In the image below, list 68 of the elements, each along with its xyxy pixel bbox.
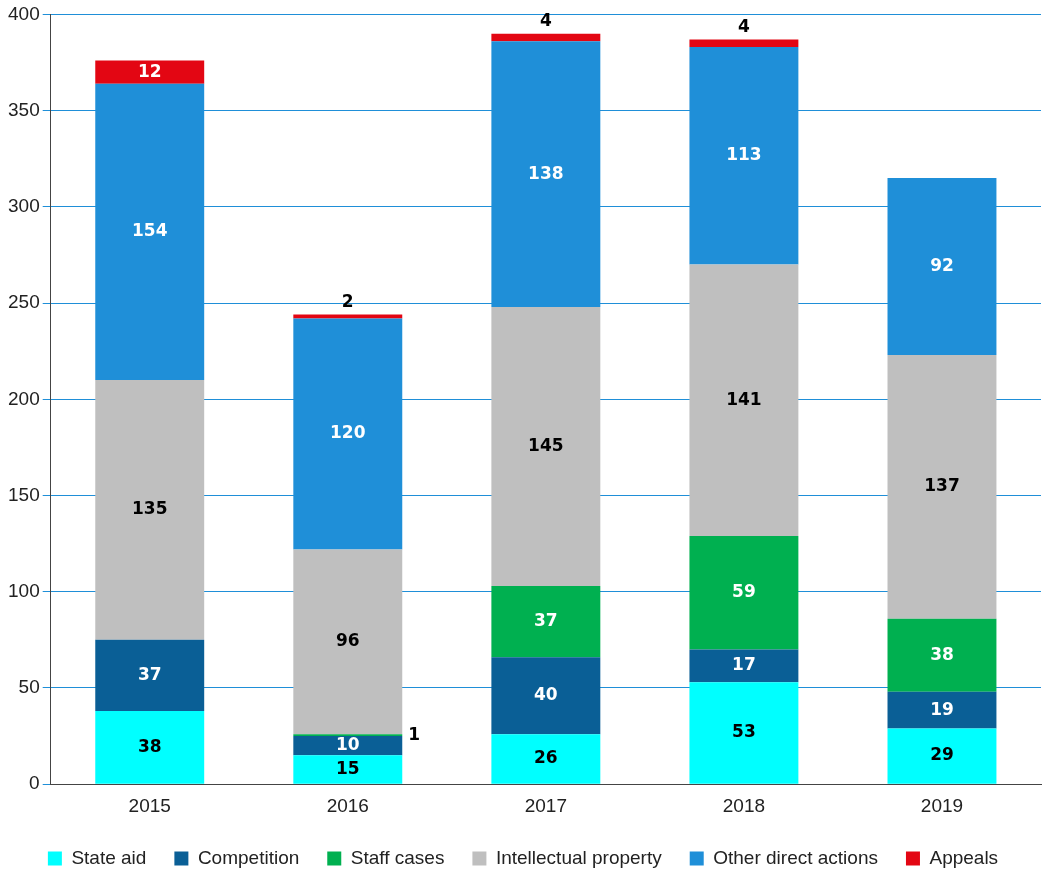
x-tick-label: 2018: [722, 794, 766, 816]
y-tick-label: 100: [8, 579, 40, 601]
bar: [689, 39, 799, 48]
data-label: 59: [732, 581, 756, 602]
data-label: 1: [408, 723, 421, 744]
y-tick-label: 50: [18, 676, 40, 698]
bar: [491, 585, 601, 658]
data-label: 17: [732, 654, 756, 675]
bar: [887, 618, 997, 692]
y-tick-label: 150: [8, 483, 40, 505]
y-tick-label: 250: [8, 291, 40, 313]
data-label: 26: [534, 747, 558, 768]
legend-label: Staff cases: [350, 846, 445, 868]
data-label: 37: [534, 610, 558, 630]
x-tick-label: 2017: [524, 794, 567, 816]
y-tick-label: 200: [8, 387, 40, 409]
bar: [95, 711, 205, 784]
data-label: 145: [528, 434, 564, 455]
bar: [887, 355, 997, 619]
data-label: 92: [930, 254, 954, 275]
data-label: 12: [137, 60, 162, 81]
data-label: 113: [726, 144, 762, 165]
bar: [887, 728, 997, 784]
bar: [95, 639, 205, 712]
data-label: 4: [539, 10, 552, 31]
data-label: 96: [335, 630, 360, 651]
y-tick-label: 350: [8, 98, 40, 120]
bar: [491, 657, 601, 735]
data-label: 40: [534, 684, 558, 705]
data-label: 38: [930, 643, 954, 664]
bar: [689, 649, 799, 683]
bar: [689, 682, 799, 784]
bar: [293, 736, 403, 756]
bar: [689, 264, 799, 536]
data-label: 37: [137, 663, 162, 684]
y-tick-label: 0: [29, 772, 40, 794]
bar: [293, 755, 403, 784]
data-label: 15: [335, 757, 360, 778]
data-label: 137: [924, 475, 960, 496]
bar: [491, 306, 601, 586]
data-label: 10: [335, 734, 360, 755]
data-label: 120: [330, 422, 366, 443]
x-tick-label: 2019: [920, 794, 964, 816]
x-tick-label: 2015: [128, 794, 171, 816]
bar: [689, 535, 799, 650]
bar: [95, 60, 205, 84]
data-label: 29: [930, 744, 954, 765]
y-tick-label: 400: [8, 2, 40, 24]
y-tick-label: 300: [8, 195, 40, 217]
data-label: 4: [737, 15, 750, 36]
bar: [293, 549, 403, 735]
data-label: 141: [726, 388, 762, 409]
bar: [887, 691, 997, 729]
data-label: 38: [137, 735, 162, 756]
bar: [491, 33, 601, 42]
legend-label: Intellectual property: [495, 846, 663, 868]
data-label: 135: [131, 498, 168, 519]
legend-label: Other direct actions: [713, 846, 878, 868]
legend-label: Competition: [197, 846, 300, 868]
data-label: 53: [732, 721, 756, 742]
data-label: 154: [131, 220, 168, 241]
bar: [95, 380, 205, 640]
x-tick-label: 2016: [326, 794, 369, 816]
legend-label: State aid: [71, 846, 147, 868]
bar: [491, 734, 601, 784]
data-label: 19: [930, 698, 954, 719]
data-label: 138: [528, 162, 564, 183]
legend-label: Appeals: [929, 846, 999, 868]
